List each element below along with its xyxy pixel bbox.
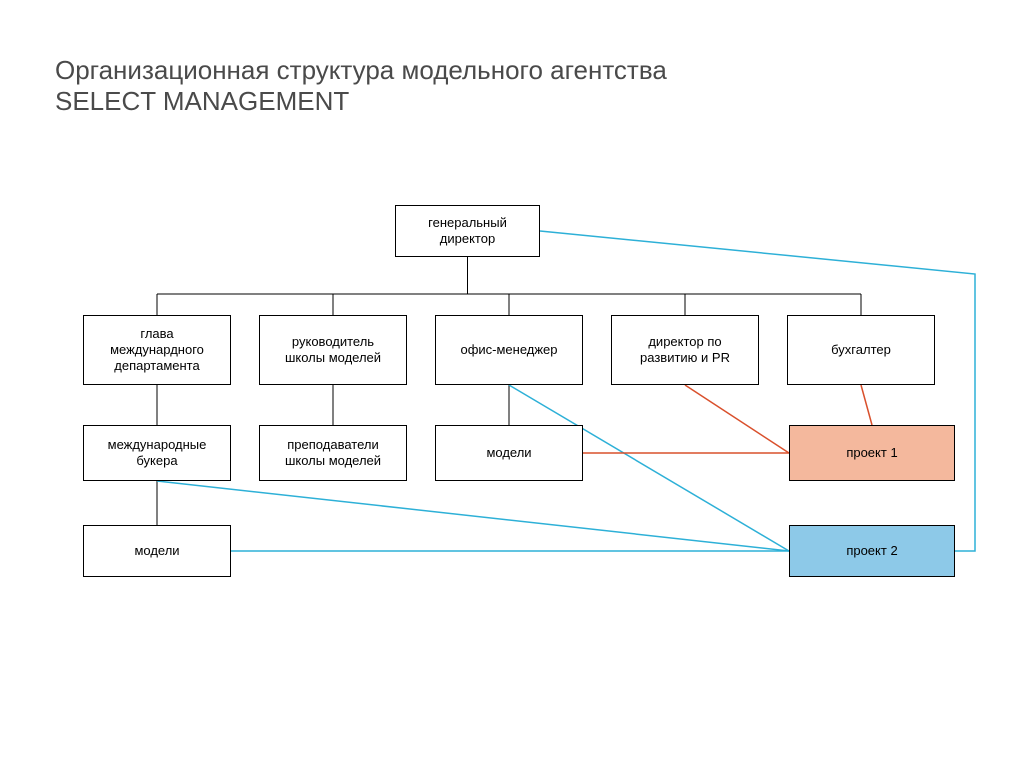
- node-ceo: генеральный директор: [395, 205, 540, 257]
- node-intl_head: глава междунардного департамента: [83, 315, 231, 385]
- node-models: модели: [435, 425, 583, 481]
- page-title: Организационная структура модельного аге…: [55, 55, 667, 117]
- node-accountant: бухгалтер: [787, 315, 935, 385]
- node-dev_pr: директор по развитию и PR: [611, 315, 759, 385]
- node-project2: проект 2: [789, 525, 955, 577]
- node-office_mgr: офис-менеджер: [435, 315, 583, 385]
- node-school_head: руководитель школы моделей: [259, 315, 407, 385]
- node-models2: модели: [83, 525, 231, 577]
- node-project1: проект 1: [789, 425, 955, 481]
- node-intl_book: международные букера: [83, 425, 231, 481]
- node-teachers: преподаватели школы моделей: [259, 425, 407, 481]
